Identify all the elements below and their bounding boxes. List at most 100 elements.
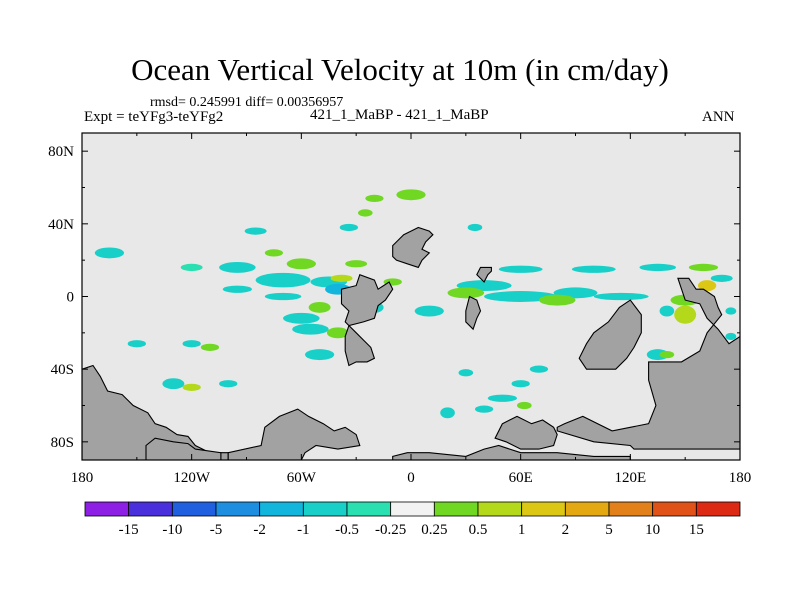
anomaly-blob-23 (264, 292, 302, 301)
anomaly-blob-15 (688, 263, 719, 272)
anomaly-blob-3 (396, 189, 426, 201)
x-tick-label-2: 60W (287, 470, 317, 486)
colorbar-label-2: -5 (210, 522, 223, 538)
colorbar-label-9: 1 (518, 522, 526, 538)
colorbar-box-1 (128, 501, 173, 517)
anomaly-blob-58 (725, 307, 737, 315)
anomaly-blob-60 (458, 369, 474, 377)
colorbar-label-5: -0.5 (335, 522, 359, 538)
anomaly-blob-38 (283, 312, 320, 324)
x-tick-label-6: 180 (729, 470, 752, 486)
colorbar-label-4: -1 (297, 522, 310, 538)
colorbar-box-9 (477, 501, 523, 517)
colorbar-label-7: 0.25 (421, 522, 447, 538)
colorbar-label-0: -15 (119, 522, 139, 538)
colorbar: -15 -10 -5 -2 -1 -0.5 -0.25 0.25 0.5 1 2 5 10 15 (84, 501, 741, 538)
anomaly-blob-41 (304, 349, 335, 361)
land-mass-2 (227, 408, 361, 460)
x-tick-label-0: 180 (71, 470, 94, 486)
x-tick-label-5: 120E (614, 470, 646, 486)
anomaly-blob-57 (725, 332, 737, 341)
colorbar-box-7 (390, 501, 435, 517)
colorbar-box-8 (433, 501, 479, 517)
anomaly-blob-21 (330, 274, 353, 282)
y-tick-label-1: 40N (48, 217, 74, 233)
anomaly-blob-24 (222, 285, 252, 293)
colorbar-label-13: 15 (689, 522, 704, 538)
anomaly-blob-29 (538, 294, 576, 306)
anomaly-blob-47 (219, 380, 238, 388)
colorbar-box-13 (652, 501, 697, 517)
y-tick-label-2: 0 (67, 290, 75, 306)
anomaly-blob-17 (255, 272, 311, 288)
case-label: 421_1_MaBP - 421_1_MaBP (310, 107, 489, 123)
land-layer (82, 226, 740, 460)
colorbar-box-14 (695, 501, 741, 517)
anomaly-blob-14 (639, 263, 677, 272)
land-mass-10 (476, 266, 492, 283)
anomaly-blob-1 (180, 263, 203, 272)
chart-title: Ocean Vertical Velocity at 10m (in cm/da… (131, 52, 669, 87)
experiment-label: Expt = teYFg3-teYFg2 (84, 109, 224, 125)
anomaly-blob-49 (511, 380, 530, 388)
anomaly-blob-36 (414, 305, 444, 317)
x-tick-label-4: 60E (509, 470, 533, 486)
anomaly-blob-42 (127, 340, 146, 348)
anomaly-blob-2 (365, 194, 384, 203)
anomaly-blob-10 (286, 258, 316, 270)
colorbar-box-4 (259, 501, 304, 517)
land-mass-3 (340, 273, 394, 367)
anomaly-blob-43 (182, 340, 201, 348)
x-tick-label-3: 0 (407, 470, 415, 486)
land-mass-1 (145, 437, 222, 460)
land-mass-7 (494, 415, 558, 450)
anomaly-blob-9 (219, 261, 256, 273)
anomaly-blob-26 (447, 287, 485, 299)
colorbar-label-3: -2 (253, 522, 266, 538)
x-tick-label-1: 120W (173, 470, 211, 486)
anomaly-blob-45 (162, 378, 185, 390)
anomaly-blob-11 (345, 260, 368, 268)
colorbar-box-10 (521, 501, 566, 517)
anomaly-blob-5 (244, 227, 267, 235)
anomaly-blob-30 (593, 292, 649, 301)
anomaly-blob-33 (697, 280, 717, 292)
anomaly-blob-7 (467, 223, 483, 232)
colorbar-box-0 (84, 501, 130, 517)
anomaly-blob-48 (487, 394, 518, 402)
colorbar-label-1: -10 (162, 522, 182, 538)
anomaly-blob-59 (529, 365, 549, 373)
anomaly-layer (94, 189, 737, 419)
axis-ticks: 180 120W 60W 0 60E 120E 180 80N 40N 0 40S 80S (48, 133, 751, 486)
anomaly-blob-0 (94, 247, 125, 259)
anomaly-blob-16 (710, 274, 733, 282)
anomaly-blob-44 (200, 343, 220, 351)
anomaly-blob-50 (474, 405, 494, 413)
anomaly-blob-39 (292, 323, 329, 335)
y-tick-label-0: 80N (48, 144, 74, 160)
colorbar-label-11: 5 (605, 522, 613, 538)
anomaly-blob-51 (517, 401, 532, 410)
anomaly-blob-12 (498, 265, 543, 273)
anomaly-blob-40 (326, 327, 349, 339)
anomaly-blob-13 (571, 265, 616, 273)
anomaly-blob-4 (339, 223, 358, 232)
anomaly-blob-27 (484, 291, 558, 302)
anomaly-blob-6 (357, 209, 373, 217)
land-mass-8 (392, 444, 631, 460)
anomaly-blob-37 (308, 301, 331, 313)
y-tick-label-3: 40S (51, 362, 74, 378)
land-mass-9 (465, 295, 482, 331)
land-mass-6 (556, 277, 740, 450)
colorbar-box-11 (564, 501, 610, 517)
anomaly-blob-46 (182, 383, 201, 391)
season-label: ANN (702, 109, 735, 125)
colorbar-label-6: -0.25 (375, 522, 406, 538)
stats-text: rmsd= 0.245991 diff= 0.00356957 (150, 95, 344, 110)
anomaly-blob-34 (659, 305, 675, 317)
anomaly-blob-52 (440, 407, 455, 419)
colorbar-box-2 (171, 501, 217, 517)
anomaly-blob-32 (674, 305, 697, 324)
anomaly-blob-8 (264, 249, 284, 257)
